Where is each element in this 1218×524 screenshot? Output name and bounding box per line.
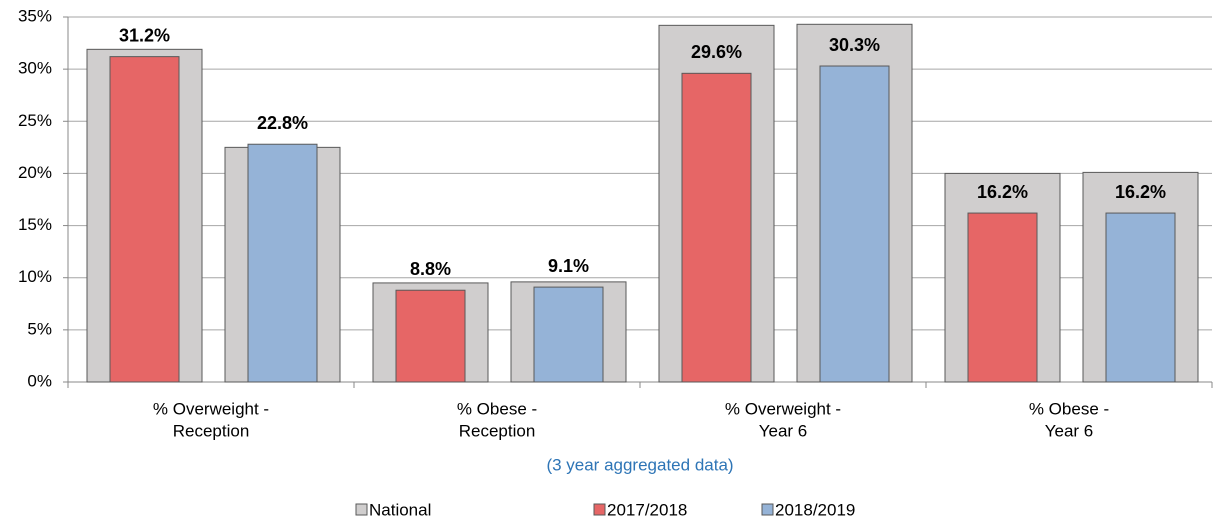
value-label: 22.8% (257, 113, 308, 133)
x-tick-label: Reception (173, 421, 250, 440)
x-tick-label: Year 6 (759, 421, 808, 440)
y-tick-label: 10% (18, 267, 52, 286)
y-tick-label: 20% (18, 163, 52, 182)
y-tick-label: 35% (18, 6, 52, 25)
y-tick-label: 30% (18, 59, 52, 78)
x-tick-label: Year 6 (1045, 421, 1094, 440)
bar (247, 143, 318, 383)
legend-label: National (369, 500, 431, 519)
legend-swatch (761, 503, 774, 516)
bar (819, 65, 890, 383)
bar (1105, 212, 1176, 383)
x-tick-label: % Obese - (457, 399, 537, 418)
value-label: 8.8% (410, 259, 451, 279)
legend-swatch (593, 503, 606, 516)
legend-swatch (355, 503, 368, 516)
x-tick-label: % Overweight - (725, 399, 841, 418)
y-tick-label: 5% (27, 319, 52, 338)
value-label: 31.2% (119, 25, 170, 45)
value-label: 16.2% (977, 182, 1028, 202)
bar (109, 56, 180, 383)
x-tick-label: % Obese - (1029, 399, 1109, 418)
legend-label: 2018/2019 (775, 500, 855, 519)
y-tick-label: 25% (18, 111, 52, 130)
value-label: 16.2% (1115, 182, 1166, 202)
legend-label: 2017/2018 (607, 500, 687, 519)
value-label: 30.3% (829, 35, 880, 55)
bar (533, 286, 604, 383)
x-tick-label: Reception (459, 421, 536, 440)
y-tick-label: 15% (18, 215, 52, 234)
bar (967, 212, 1038, 383)
chart-note: (3 year aggregated data) (546, 455, 733, 474)
bar (681, 72, 752, 383)
bar (395, 289, 466, 383)
value-label: 9.1% (548, 256, 589, 276)
value-label: 29.6% (691, 42, 742, 62)
x-tick-label: % Overweight - (153, 399, 269, 418)
y-tick-label: 0% (27, 371, 52, 390)
